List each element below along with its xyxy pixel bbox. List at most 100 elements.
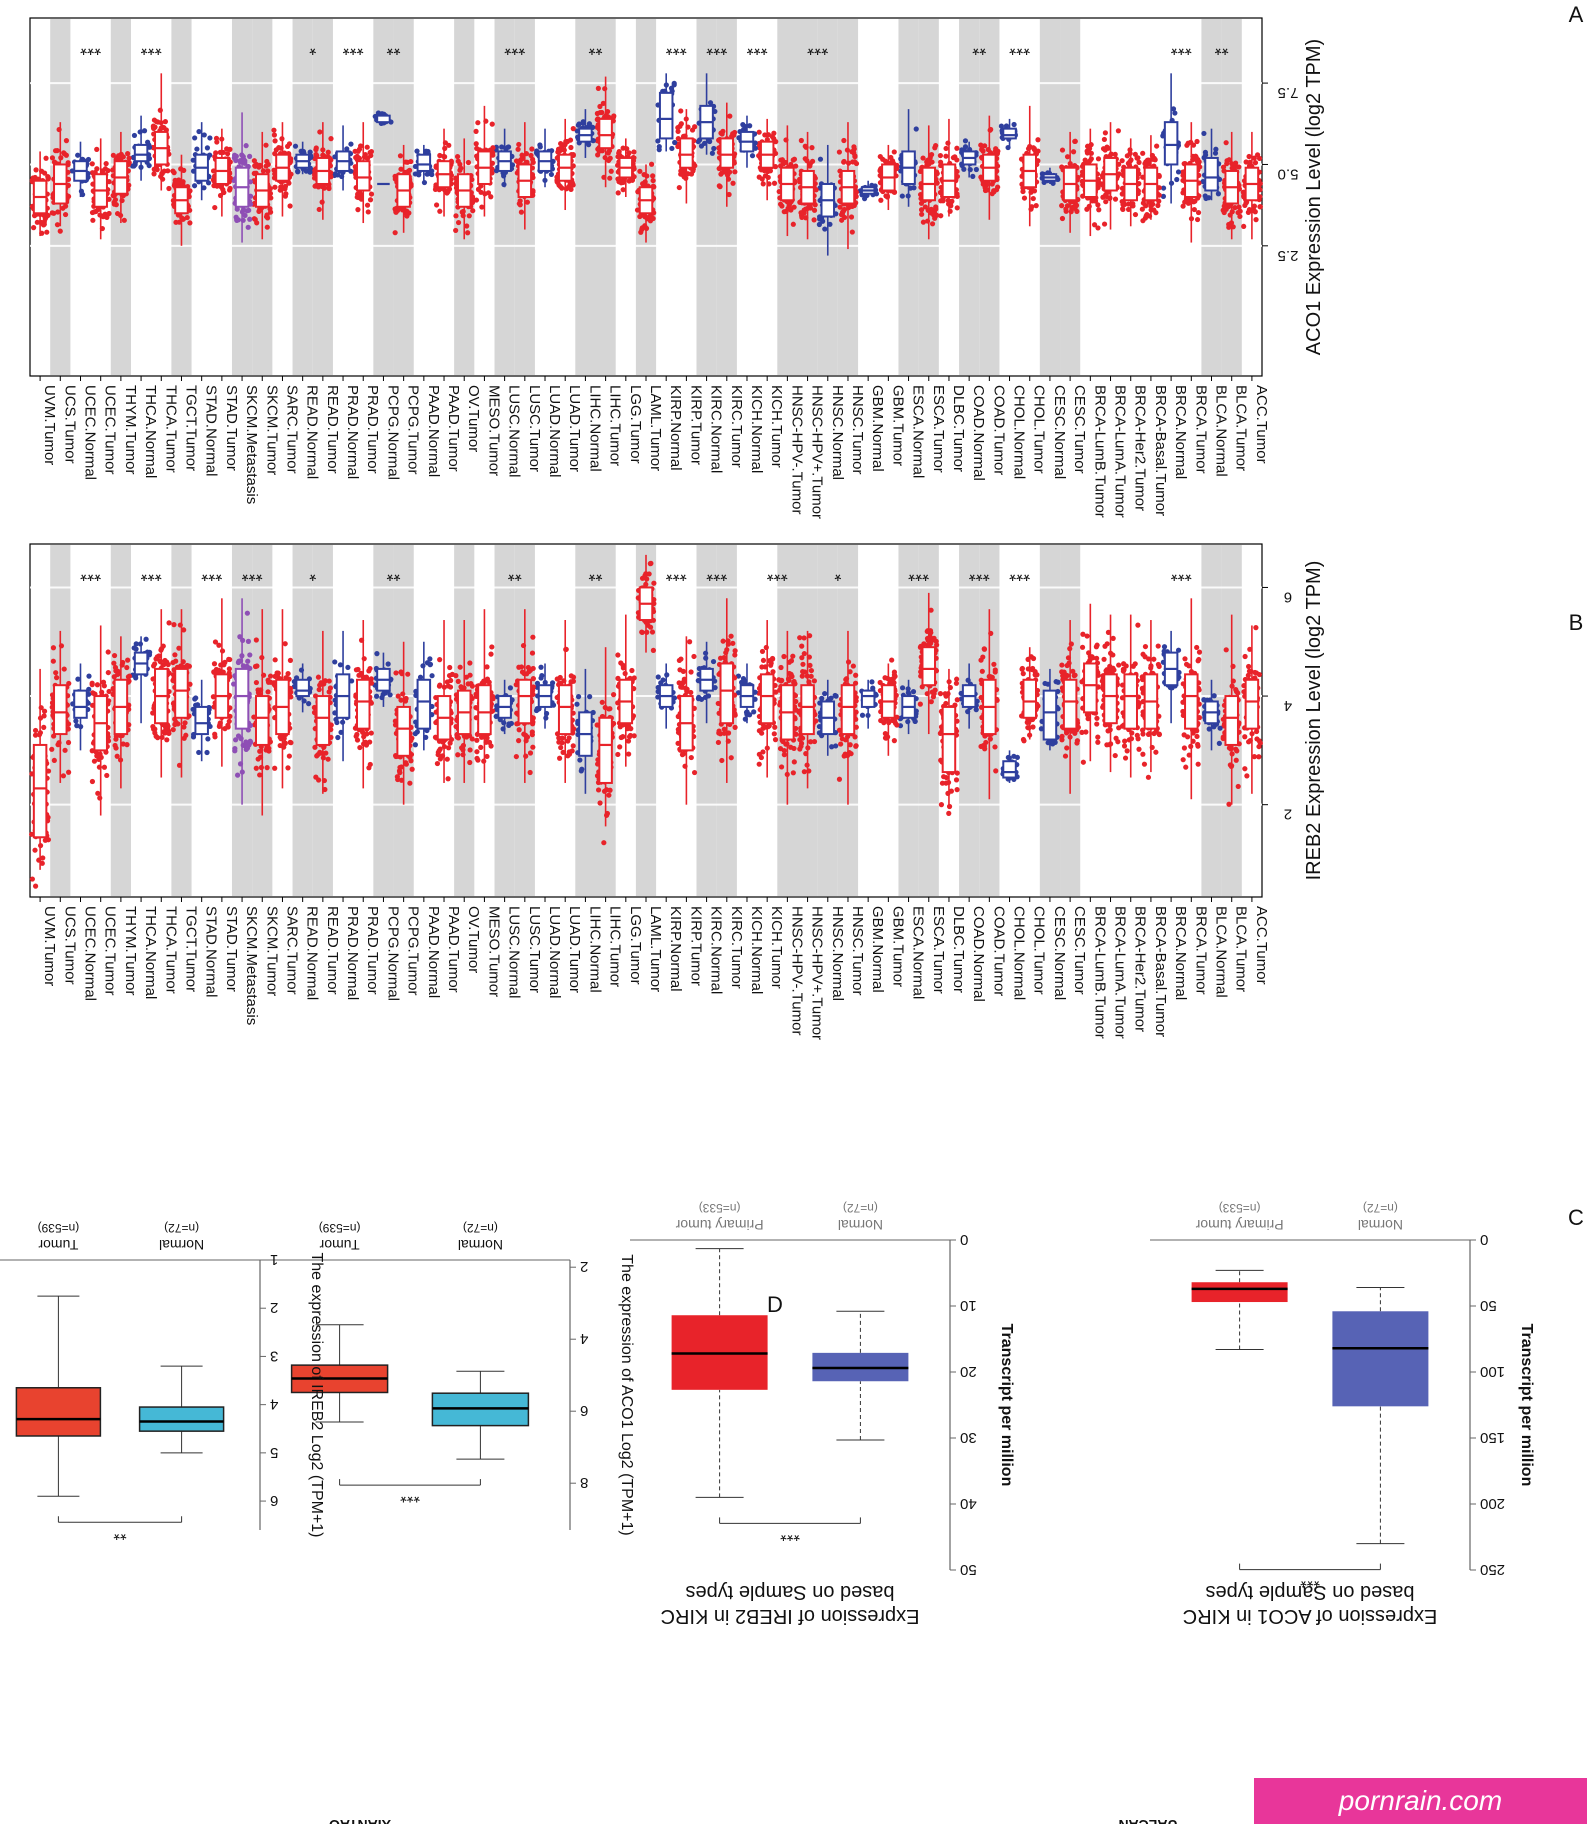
data-point — [55, 222, 60, 227]
data-point — [939, 802, 944, 807]
data-point — [811, 217, 816, 222]
data-point — [1081, 760, 1086, 765]
category-label: UCEC.Normal — [81, 385, 98, 480]
data-point — [264, 212, 269, 217]
data-point — [1095, 740, 1100, 745]
data-point — [982, 646, 987, 651]
category-label: PAAD.Normal — [425, 385, 442, 477]
data-point — [1035, 137, 1040, 142]
category-label: BLCA.Normal — [1213, 906, 1230, 998]
data-point — [817, 222, 822, 227]
data-point — [1085, 633, 1090, 638]
category-label: LAML.Tumor — [647, 385, 664, 471]
data-point — [606, 150, 611, 155]
data-point — [247, 217, 252, 222]
data-point — [549, 172, 554, 177]
data-point — [393, 210, 398, 215]
data-point — [822, 226, 827, 231]
data-point — [407, 168, 412, 173]
data-point — [602, 86, 607, 91]
data-point — [1094, 721, 1099, 726]
panel-b: ACC.TumorBLCA.TumorBLCA.NormalBRCA.Tumor… — [29, 544, 1325, 1040]
category-label: LUAD.Normal — [546, 385, 563, 478]
data-point — [980, 669, 985, 674]
data-point — [1213, 147, 1218, 152]
data-point — [606, 158, 611, 163]
data-point — [408, 159, 413, 164]
data-point — [1096, 156, 1101, 161]
data-point — [1153, 750, 1158, 755]
data-point — [878, 198, 883, 203]
data-point — [1151, 207, 1156, 212]
data-point — [616, 190, 621, 195]
data-point — [122, 218, 127, 223]
category-label: BLCA.Tumor — [1233, 385, 1250, 471]
data-point — [970, 174, 975, 179]
data-point — [1030, 666, 1035, 671]
data-point — [90, 210, 95, 215]
data-point — [911, 185, 916, 190]
data-point — [779, 203, 784, 208]
category-label: CESC.Tumor — [1071, 906, 1088, 995]
data-point — [1235, 690, 1240, 695]
data-point — [978, 658, 983, 663]
data-point — [850, 229, 855, 234]
data-point — [365, 145, 370, 150]
data-point — [730, 181, 735, 186]
data-point — [104, 161, 109, 166]
category-label: HNSC.Tumor — [849, 385, 866, 474]
box — [357, 161, 370, 190]
data-point — [558, 184, 563, 189]
category-label: CESC.Normal — [1051, 385, 1068, 479]
data-point — [988, 736, 993, 741]
data-point — [1122, 738, 1127, 743]
data-point — [1257, 156, 1262, 161]
data-point — [1080, 645, 1085, 650]
data-point — [166, 186, 171, 191]
category-label: HNSC.Normal — [829, 385, 846, 480]
data-point — [792, 205, 797, 210]
data-point — [348, 141, 353, 146]
data-point — [852, 153, 857, 158]
data-point — [1196, 210, 1201, 215]
data-point — [1195, 744, 1200, 749]
data-point — [597, 149, 602, 154]
box — [1044, 691, 1057, 740]
data-point — [516, 142, 521, 147]
data-point — [649, 162, 654, 167]
category-label: KICH.Tumor — [768, 385, 785, 468]
category-label: UVM.Tumor — [41, 385, 58, 465]
data-point — [272, 185, 277, 190]
data-point — [621, 146, 626, 151]
data-point — [1060, 216, 1065, 221]
data-point — [1253, 625, 1258, 630]
data-point — [637, 169, 642, 174]
data-point — [1142, 762, 1147, 767]
data-point — [982, 746, 987, 751]
data-point — [1102, 221, 1107, 226]
data-point — [1194, 734, 1199, 739]
data-point — [918, 702, 923, 707]
category-label: CESC.Normal — [1051, 906, 1068, 1000]
data-point — [677, 185, 682, 190]
category-label: UCS.Tumor — [61, 385, 78, 464]
category-label: CESC.Tumor — [1071, 385, 1088, 474]
data-point — [1183, 765, 1188, 770]
data-point — [1022, 195, 1027, 200]
data-point — [1034, 203, 1039, 208]
data-point — [1141, 200, 1146, 205]
data-point — [892, 738, 897, 743]
category-label: BRCA-LumA.Tumor — [1112, 385, 1129, 518]
data-point — [1253, 160, 1258, 165]
data-point — [1254, 736, 1259, 741]
data-point — [1195, 217, 1200, 222]
data-point — [852, 146, 857, 151]
data-point — [711, 146, 716, 151]
box — [680, 138, 693, 167]
data-point — [1140, 752, 1145, 757]
box — [1165, 122, 1178, 164]
data-point — [669, 146, 674, 151]
data-point — [147, 163, 152, 168]
data-point — [946, 811, 951, 816]
